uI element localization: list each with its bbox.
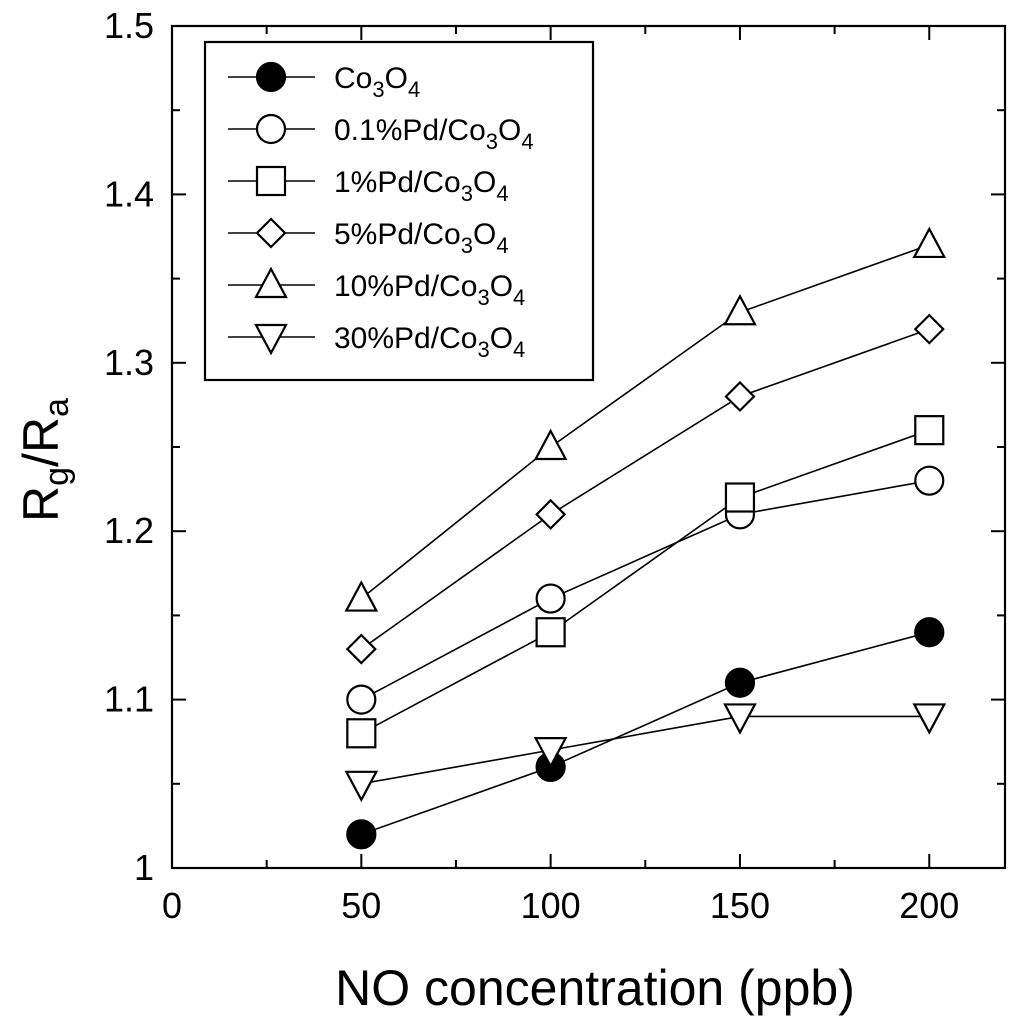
series-line [361,631,930,836]
series-markers-30%Pd/Co3O4 [344,703,947,803]
y-tick-label: 1.3 [104,342,154,383]
x-tick-label: 0 [162,885,182,926]
legend-label: Co3O4 [334,62,420,102]
series-line [360,429,930,734]
x-axis-title: NO concentration (ppb) [335,960,855,1016]
y-tick-label: 1.1 [104,679,154,720]
data-point [914,415,945,446]
data-point [723,293,757,326]
data-point [535,498,567,530]
legend-marker [254,323,288,356]
series-layer [344,226,947,850]
data-point [535,617,566,648]
y-tick-label: 1.5 [104,5,154,46]
y-tick-label: 1.4 [104,173,154,214]
data-point [346,819,377,850]
y-axis-title-sub-g: g [38,467,76,486]
x-tick-label: 50 [341,885,381,926]
data-point [724,482,756,513]
y-tick-label: 1.2 [104,510,154,551]
series-line [360,244,930,600]
y-axis-title-base: R [13,486,69,522]
series-10%Pd/Co3O4 [360,244,930,600]
data-point [344,580,379,612]
axis-tick-labels: 1 1.1 1.2 1.3 1.4 1.5 0 50 100 150 200 [104,5,959,926]
series-5%Pd/Co3O4 [360,328,930,650]
y-tick-label: 1 [134,847,154,888]
y-axis-title: Rg/Ra [13,398,76,522]
series-markers-Co3O4 [346,617,945,850]
data-point [914,617,945,648]
legend: Co3O4 0.1%Pd/Co3O4 1%Pd/Co3O4 5%Pd/Co3O4 10%… [203,40,595,382]
x-tick-label: 150 [710,885,770,926]
series-30%Pd/Co3O4 [361,715,930,785]
series-line [360,479,930,701]
data-point [345,633,377,665]
legend-label: 30%Pd/Co3O4 [334,322,525,362]
series-markers-1%Pd/Co3O4 [346,415,945,749]
series-line [361,715,930,785]
series-markers-10%Pd/Co3O4 [344,226,947,612]
series-line [360,328,930,650]
legend-box [203,40,595,382]
data-point [533,428,568,461]
x-tick-label: 200 [899,885,959,926]
data-point [344,770,379,803]
data-point [913,313,945,345]
data-point [914,465,945,496]
legend-marker [255,113,287,145]
legend-item: 10%Pd/Co3O4 [228,266,525,310]
x-tick-label: 100 [521,885,581,926]
legend-marker [255,61,287,93]
series-1%Pd/Co3O4 [360,429,930,734]
legend-marker [255,165,287,197]
legend-label: 0.1%Pd/Co3O4 [334,114,534,154]
axis-ticks [171,25,1005,869]
legend-label: 5%Pd/Co3O4 [334,218,509,258]
y-axis-title-mid: /R [13,417,69,467]
data-point [535,583,566,614]
data-point [723,703,757,735]
series-Co3O4 [361,631,930,836]
data-point [346,684,377,715]
data-point [724,380,756,413]
series-0.1%Pd/Co3O4 [360,479,930,701]
legend-item: Co3O4 [228,61,420,102]
legend-item: 1%Pd/Co3O4 [228,165,509,206]
legend-label: 10%Pd/Co3O4 [334,270,525,310]
legend-item: 0.1%Pd/Co3O4 [228,113,534,154]
data-point [912,226,947,259]
legend-item: 5%Pd/Co3O4 [228,217,509,258]
data-point [346,718,377,749]
data-point [724,667,756,698]
legend-item: 30%Pd/Co3O4 [228,322,525,362]
legend-marker [255,217,287,249]
data-point [533,737,568,769]
series-markers-0.1%Pd/Co3O4 [346,465,945,715]
series-markers-5%Pd/Co3O4 [345,313,945,665]
data-point [912,703,947,735]
legend-marker [254,266,288,299]
y-axis-title-sub-a: a [38,398,76,417]
legend-label: 1%Pd/Co3O4 [334,166,509,206]
